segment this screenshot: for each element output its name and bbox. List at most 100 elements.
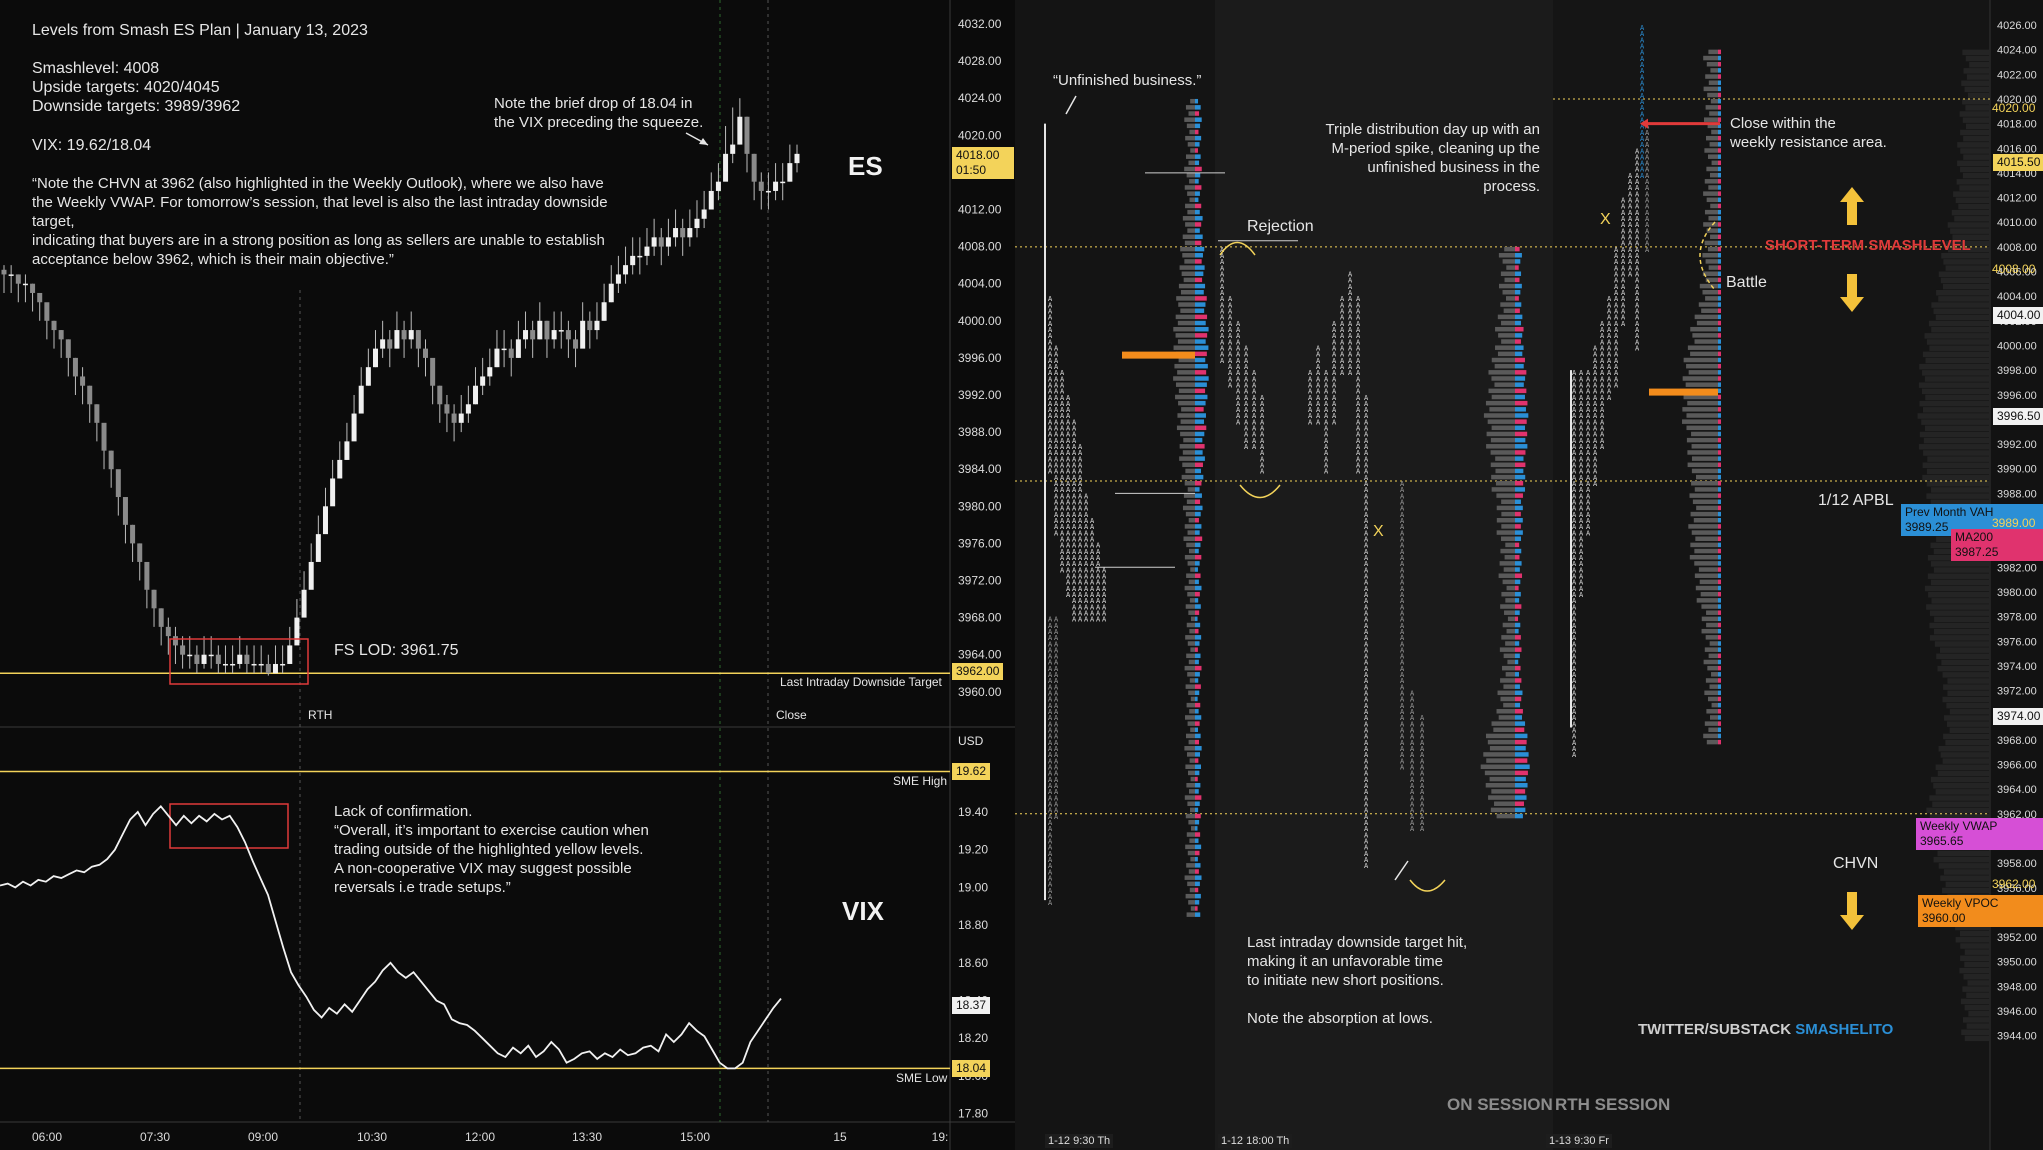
tpo-letter: A [1572,418,1577,426]
tpo-letter: A [1640,104,1645,112]
rth-volume-bar [1698,567,1718,572]
tpo-letter: A [1572,603,1577,611]
volume-delta-bar [1195,160,1200,166]
tpo-letter: A [1054,437,1059,445]
rth-volume-bar [1706,709,1718,714]
rth-volume-delta [1718,80,1721,85]
tpo-letter: A [1060,369,1065,377]
volume-bar-grey [1179,444,1195,449]
tpo-letter: A [1066,400,1071,408]
volume-bar-grey [1175,314,1195,320]
composite-profile-bar [1923,437,1990,444]
on-volume-delta [1515,573,1523,578]
es-candle-body [730,144,736,154]
es-y-tick: 4020.00 [958,128,1002,142]
rth-volume-delta [1718,573,1721,578]
tpo-letter: A [1420,757,1425,765]
tpo-letter: A [1048,357,1053,365]
es-candle-body [701,209,707,219]
volume-bar-grey [1189,678,1195,683]
tpo-letter: A [1228,326,1233,334]
composite-profile-bar [1957,142,1990,148]
volume-bar-grey [1188,518,1195,523]
rth-volume-delta [1718,234,1721,240]
tpo-letter: A [1078,492,1083,500]
rth-volume-delta [1718,333,1721,338]
on-volume-delta [1515,499,1521,505]
tpo-letter: A [1579,579,1584,587]
tpo-letter: A [1400,640,1405,648]
es-y-tick: 3980.00 [958,499,1002,513]
composite-profile-bar [1943,869,1990,875]
left-chart-svg: 4032.004028.004024.004020.004016.004012.… [0,0,1015,1150]
composite-profile-bar [1935,764,1990,770]
tpo-letter: A [1348,369,1353,377]
volume-bar-grey [1186,542,1195,548]
on-volume-bar [1500,271,1515,276]
tpo-letter: A [1252,381,1257,389]
right-y-tick: 4016.00 [1997,143,2037,155]
currency-label: USD [958,734,984,748]
on-volume-bar [1500,678,1515,683]
tpo-letter: A [1096,616,1101,624]
tpo-letter: A [1356,381,1361,389]
tpo-letter: A [1614,326,1619,334]
volume-delta-bar [1195,117,1202,122]
tpo-letter: A [1572,486,1577,494]
volume-bar-grey [1177,339,1195,344]
up-arrow-icon [1840,187,1864,225]
volume-bar-grey [1176,425,1195,431]
tpo-letter: A [1066,443,1071,451]
tpo-letter: A [1060,431,1065,439]
right-y-tick: 4026.00 [1997,20,2037,32]
tpo-letter: A [1060,560,1065,568]
tpo-letter: A [1332,363,1337,371]
volume-delta-bar [1195,320,1206,326]
tpo-letter: A [1572,468,1577,476]
composite-profile-bar [1936,289,1990,296]
tpo-letter: A [1260,468,1265,476]
volume-delta-bar [1195,499,1201,505]
volume-bar-grey [1188,739,1195,745]
twitter-credit: TWITTER/SUBSTACK SMASHELITO [1638,1020,1893,1039]
tpo-letter: A [1614,363,1619,371]
rth-volume-bar [1682,407,1718,412]
tpo-letter: A [1645,172,1650,180]
tpo-letter: A [1586,462,1591,470]
on-volume-bar [1487,419,1515,424]
on-volume-bar [1485,782,1515,788]
tpo-letter: A [1072,609,1077,617]
tpo-letter: A [1579,480,1584,488]
tpo-letter: A [1400,653,1405,661]
tpo-letter: A [1048,702,1053,710]
tpo-letter: A [1340,332,1345,340]
rth-volume-bar [1705,259,1718,264]
tpo-letter: A [1054,776,1059,784]
tpo-letter: A [1400,535,1405,543]
volume-bar-grey [1187,142,1195,147]
tpo-letter: A [1060,425,1065,433]
tpo-letter: A [1586,480,1591,488]
tpo-letter: A [1054,696,1059,704]
tpo-letter: A [1572,412,1577,420]
tpo-letter: A [1348,357,1353,365]
volume-bar-grey [1184,585,1195,591]
tpo-letter: A [1579,529,1584,537]
tpo-letter: A [1236,320,1241,328]
tpo-letter: A [1600,369,1605,377]
tpo-letter: A [1628,240,1633,248]
volume-delta-bar [1195,641,1200,646]
tpo-letter: A [1048,295,1053,303]
tpo-letter: A [1252,418,1257,426]
tpo-letter: A [1054,480,1059,488]
tpo-letter: A [1410,702,1415,710]
on-volume-bar [1491,394,1515,400]
tpo-letter: A [1102,579,1107,587]
es-candle-body [201,654,207,664]
tpo-letter: A [1364,702,1369,710]
on-volume-bar [1484,770,1515,776]
volume-delta-bar [1195,900,1200,905]
tpo-letter: A [1228,301,1233,309]
composite-profile-bar [1928,591,1990,598]
rth-volume-delta [1718,320,1721,326]
